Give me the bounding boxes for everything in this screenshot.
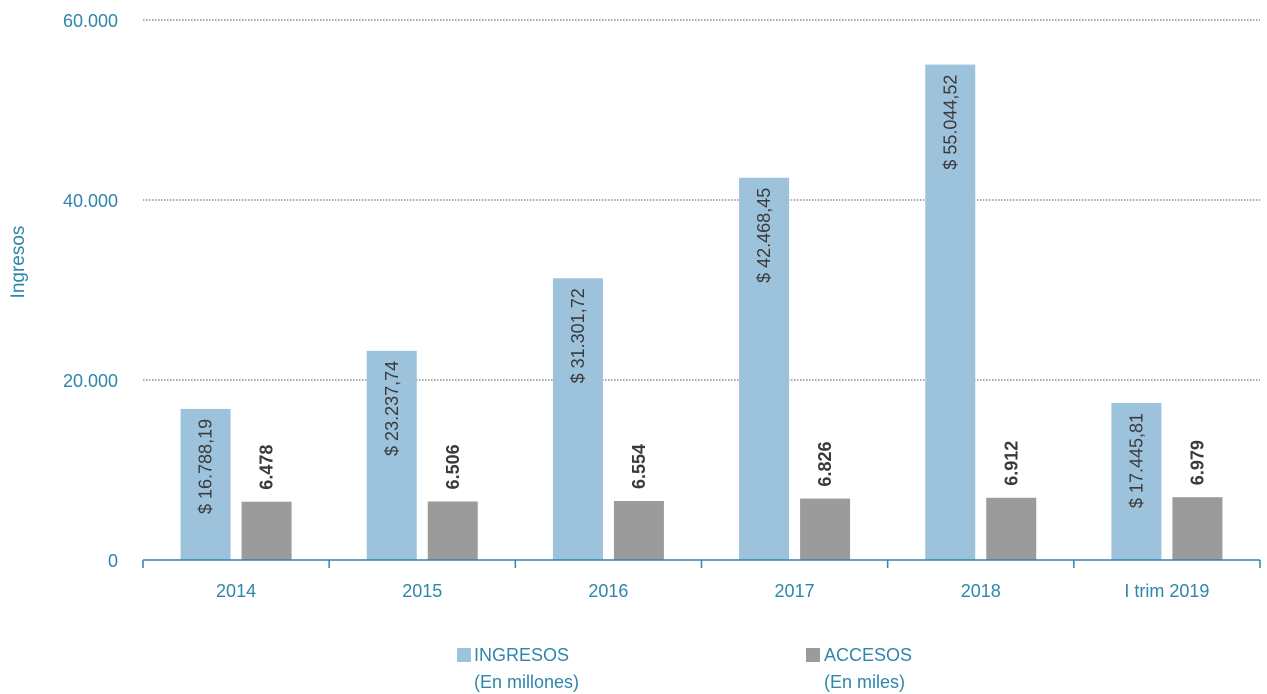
y-axis-label: Ingresos bbox=[8, 226, 29, 299]
legend-label-ingresos: INGRESOS bbox=[474, 645, 569, 665]
data-label-accesos: 6.912 bbox=[1001, 441, 1021, 486]
y-tick-label: 20.000 bbox=[63, 371, 118, 391]
y-tick-label: 60.000 bbox=[63, 11, 118, 31]
bar-ingresos bbox=[552, 278, 603, 560]
data-label-accesos: 6.979 bbox=[1187, 440, 1207, 485]
legend-swatch-accesos bbox=[806, 648, 820, 662]
data-label-accesos: 6.506 bbox=[443, 444, 463, 489]
bars bbox=[180, 64, 1223, 561]
x-tick-label: 2014 bbox=[216, 581, 256, 601]
legend-subtitle-ingresos: (En millones) bbox=[474, 672, 579, 692]
data-label-ingresos: $ 16.788,19 bbox=[196, 419, 216, 514]
legend-swatch-ingresos bbox=[457, 648, 471, 662]
x-tick-label: I trim 2019 bbox=[1124, 581, 1209, 601]
data-label-ingresos: $ 42.468,45 bbox=[754, 188, 774, 283]
y-axis-ticks: 0 20.000 40.000 60.000 bbox=[63, 11, 118, 571]
bar-ingresos bbox=[1111, 402, 1162, 560]
x-tick-label: 2016 bbox=[588, 581, 628, 601]
y-tick-label: 40.000 bbox=[63, 191, 118, 211]
bar-accesos bbox=[800, 498, 851, 560]
x-tick-label: 2018 bbox=[961, 581, 1001, 601]
grid-lines bbox=[143, 19, 1260, 381]
x-axis: 2014 2015 2016 2017 2018 I trim 2019 bbox=[142, 559, 1261, 601]
data-label-accesos: 6.826 bbox=[815, 442, 835, 487]
bar-accesos bbox=[427, 501, 478, 560]
legend-label-accesos: ACCESOS bbox=[824, 645, 912, 665]
y-tick-label: 0 bbox=[108, 551, 118, 571]
legend: INGRESOS (En millones) ACCESOS (En miles… bbox=[457, 645, 912, 692]
bar-accesos bbox=[241, 501, 292, 560]
bar-ingresos bbox=[925, 64, 976, 561]
data-label-ingresos: $ 23.237,74 bbox=[382, 361, 402, 456]
data-label-ingresos: $ 17.445,81 bbox=[1126, 413, 1146, 508]
legend-subtitle-accesos: (En miles) bbox=[824, 672, 905, 692]
data-label-ingresos: $ 31.301,72 bbox=[568, 288, 588, 383]
data-label-accesos: 6.478 bbox=[257, 445, 277, 490]
bar-accesos bbox=[986, 497, 1037, 560]
x-tick-label: 2017 bbox=[775, 581, 815, 601]
bar-labels: $ 16.788,19 6.478 $ 23.237,74 6.506 $ 31.301… bbox=[196, 75, 1208, 514]
bar-ingresos bbox=[739, 177, 790, 561]
x-tick-label: 2015 bbox=[402, 581, 442, 601]
bar-accesos bbox=[613, 501, 664, 560]
bar-accesos bbox=[1172, 497, 1223, 560]
data-label-accesos: 6.554 bbox=[629, 444, 649, 489]
bar-ingresos bbox=[180, 408, 231, 560]
data-label-ingresos: $ 55.044,52 bbox=[940, 75, 960, 170]
bar-ingresos bbox=[366, 350, 417, 560]
